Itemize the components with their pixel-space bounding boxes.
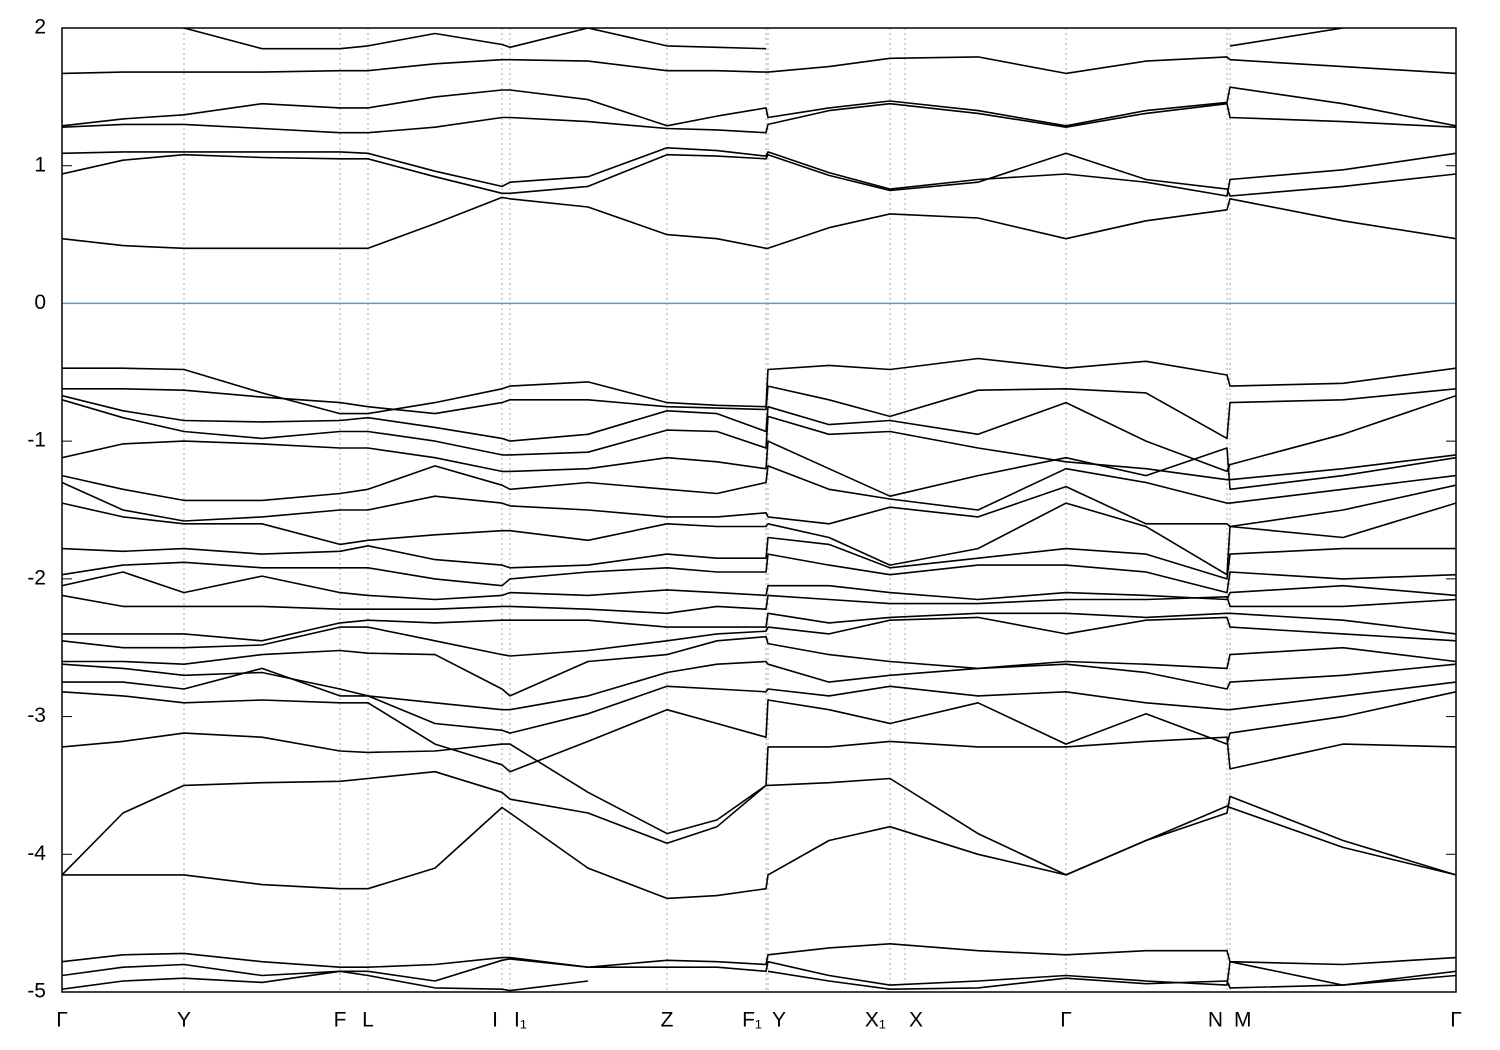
y-tick-label: 0 [34,291,46,314]
band-line [62,943,1456,968]
x-tick-label: N [1208,1009,1223,1032]
y-tick-label: -5 [27,980,46,1003]
band-line [183,28,1344,50]
band-line [62,536,1456,580]
x-tick-label: Z [661,1009,674,1032]
band-line [62,440,1456,497]
band-line [62,770,1456,876]
band-line [62,616,1456,657]
x-tick-label: Y [177,1009,191,1032]
x-tick-label: Γ [1060,1009,1072,1032]
plot-frame [61,27,1457,993]
band-line [62,667,1456,734]
y-tick-label: -3 [27,704,46,727]
band-line [62,553,1456,594]
band-line [62,56,1456,75]
x-tick-label: Y [772,1009,786,1032]
band-line [62,805,1456,900]
x-tick-label: Γ [56,1009,68,1032]
x-tick-label: M [1234,1009,1252,1032]
band-line [62,385,1456,440]
y-tick-label: -1 [27,429,46,452]
band-line [62,152,1456,197]
labels: 2 1 0 -1 -2 -3 -4 -5 Γ Y F L I I₁ Z F₁ Y X₁ X Γ N M Γ [27,16,1461,1032]
band-line [62,612,1456,642]
x-tick-label: I [492,1009,498,1032]
y-tick-label: -2 [27,566,46,589]
band-line [62,465,1456,511]
x-tick-label: F [334,1009,347,1032]
band-line [62,147,1456,197]
x-tick-label: L [362,1009,374,1032]
band-line [62,594,1456,615]
band-line [62,732,1456,835]
band-line [62,86,1456,127]
band-line [62,970,1456,992]
band-line [62,399,1456,481]
band-line [62,481,1456,528]
y-tick-label: -4 [27,842,46,865]
band-line [62,102,1456,134]
band-line [62,394,1456,473]
x-tick-label: I₁ [514,1009,527,1032]
band-line [62,660,1456,711]
band-line [62,196,1456,250]
band-line [62,571,1456,601]
y-tick-label: 1 [34,153,46,176]
bands [62,28,1456,992]
y-tick-label: 2 [34,16,46,39]
band-line [62,502,1456,576]
x-tick-label: F₁ [742,1009,762,1032]
band-line [62,357,1456,415]
x-tick-label: X₁ [865,1009,886,1032]
x-tick-label: Γ [1450,1009,1462,1032]
band-line [62,691,1456,773]
band-line [62,635,1456,697]
x-tick-label: X [909,1009,923,1032]
